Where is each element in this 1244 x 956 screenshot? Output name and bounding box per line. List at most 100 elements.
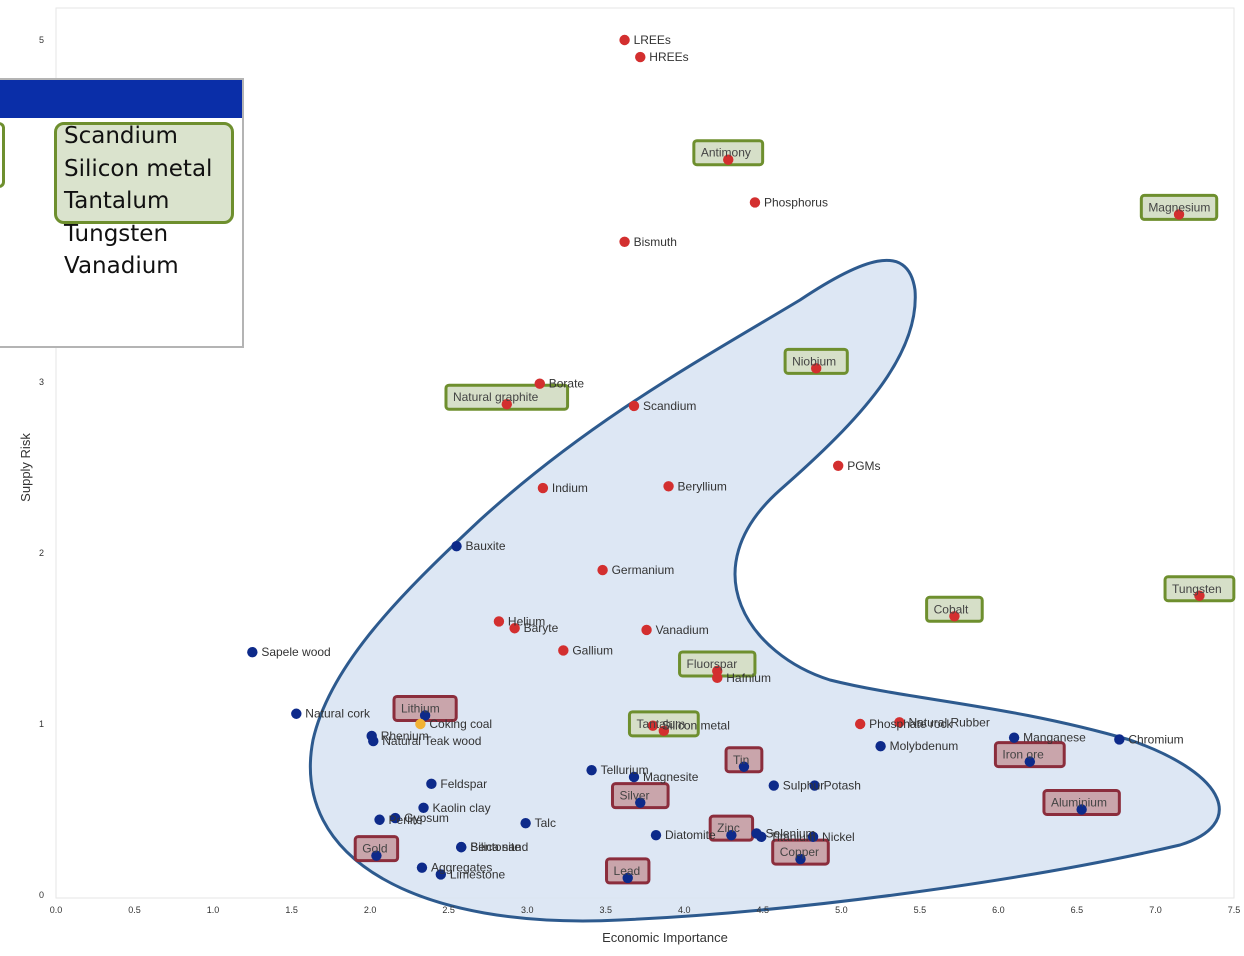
- point-potash: [809, 780, 820, 791]
- point-beryllium: [663, 481, 674, 492]
- point-label: Natural cork: [305, 707, 371, 721]
- point-label: Phosphate rock: [869, 717, 953, 731]
- legend-item: Silicon metal: [64, 155, 213, 182]
- point-zinc: [726, 829, 737, 841]
- point-bismuth: [619, 236, 630, 247]
- point-silicon-metal: [647, 720, 659, 731]
- point-label: Borate: [549, 377, 585, 391]
- legend-item: Tantalum: [64, 188, 170, 214]
- point-coking-coal: [415, 718, 426, 730]
- point-vanadium: [641, 624, 652, 636]
- point-tin: [738, 761, 750, 772]
- point-label: Coking coal: [429, 717, 492, 731]
- x-tick-label: 1.0: [207, 905, 220, 915]
- point-label: Bauxite: [466, 539, 506, 553]
- point-perlite: [374, 814, 385, 825]
- point-label: Gallium: [572, 643, 613, 657]
- point-manganese: [1008, 732, 1020, 743]
- point-labels: LREEs HREEs Antimony Phosphorus Magnesium Bis…: [261, 33, 1221, 881]
- point-aggregates: [416, 862, 428, 873]
- x-tick-label: 7.0: [1149, 905, 1162, 915]
- point-lithium: [419, 710, 431, 721]
- point-hafnium: [712, 672, 723, 684]
- point-label: Tin: [733, 753, 749, 767]
- x-tick-label: 0.5: [128, 905, 141, 915]
- point-label: Indium: [552, 481, 588, 495]
- point-silver: [635, 797, 646, 808]
- x-tick-label: 2.5: [442, 905, 455, 915]
- point-label: Titanium: [770, 830, 816, 844]
- point-antimony: [723, 154, 734, 165]
- point-label: Tungsten: [1172, 582, 1222, 596]
- point-label: Molybdenum: [890, 739, 959, 753]
- point-label: Lead: [614, 864, 641, 878]
- axes: 0.0 0.5 1.0 1.5 2.0 2.5 3.0 3.5 4.0 4.5 5.0 5.5 6.0 6…: [39, 35, 1240, 915]
- point-natural-rubber: [894, 717, 905, 728]
- point-label: Antimony: [701, 146, 751, 160]
- point-label: Potash: [824, 779, 861, 793]
- x-tick-label: 5.5: [914, 905, 927, 915]
- x-tick-label: 0.0: [50, 905, 63, 915]
- point-label: Rhenium: [381, 729, 429, 743]
- highlight-region: [308, 258, 1221, 923]
- legend-panel: Scandium Silicon metal Tantalum Tungsten…: [0, 78, 244, 348]
- data-points: [247, 34, 1205, 884]
- point-lead: [622, 872, 633, 884]
- y-axis-title: Supply Risk: [18, 433, 33, 502]
- point-phosphorus: [749, 197, 761, 208]
- point-label: Limestone: [450, 867, 506, 881]
- point-chromium: [1114, 734, 1125, 745]
- point-sapele-wood: [247, 646, 258, 658]
- point-tungsten: [1194, 590, 1205, 601]
- point-label: Iron ore: [1002, 748, 1044, 762]
- point-copper: [795, 853, 806, 865]
- point-sulphur: [768, 780, 779, 791]
- point-label: LREEs: [634, 33, 671, 47]
- point-label: Tellurium: [601, 763, 649, 777]
- point-natural-teak-wood: [368, 735, 379, 747]
- point-label: Vanadium: [656, 623, 709, 637]
- legend-item: Vanadium: [64, 253, 179, 279]
- point-label: Natural Teak wood: [382, 734, 481, 748]
- point-label: Hafnium: [726, 671, 771, 685]
- point-label: Bentonite: [470, 840, 521, 854]
- point-natural-graphite: [501, 399, 512, 410]
- point-label: HREEs: [649, 50, 688, 64]
- point-label: Bismuth: [634, 235, 677, 249]
- point-label: Magnesite: [643, 770, 699, 784]
- point-label: Diatomite: [665, 828, 716, 842]
- x-tick-label: 2.0: [364, 905, 377, 915]
- point-cobalt: [949, 611, 960, 622]
- legend-left-highlight: [0, 122, 5, 188]
- x-tick-label: 1.5: [285, 905, 298, 915]
- point-label: Silver: [619, 789, 649, 803]
- point-tantalum: [658, 725, 670, 737]
- legend-item: Tungsten: [64, 220, 169, 247]
- x-tick-label: 6.0: [992, 905, 1005, 915]
- point-iron-ore: [1024, 756, 1036, 767]
- point-scandium: [628, 400, 640, 412]
- legend-item: Scandium: [64, 123, 178, 149]
- point-label: Sapele wood: [261, 645, 330, 659]
- point-label: Scandium: [643, 399, 696, 413]
- point-label: Perlite: [389, 813, 423, 827]
- point-magnesite: [628, 771, 640, 783]
- legend-list: Scandium Silicon metal Tantalum Tungsten…: [64, 120, 212, 283]
- point-bauxite: [451, 540, 462, 552]
- point-feldspar: [426, 778, 437, 790]
- point-borate: [534, 378, 545, 389]
- y-tick-label: 2: [39, 548, 44, 558]
- point-gold: [371, 850, 382, 861]
- x-tick-label: 6.5: [1071, 905, 1084, 915]
- point-label: Selenium: [766, 826, 816, 840]
- point-label: Aggregates: [431, 861, 492, 875]
- point-natural-cork: [291, 708, 302, 719]
- point-label: Lithium: [401, 701, 440, 715]
- x-tick-label: 3.5: [599, 905, 612, 915]
- point-label: Niobium: [792, 354, 836, 368]
- point-nickel: [807, 831, 819, 843]
- legend-highlight-box: [54, 122, 234, 224]
- highlight-boxes: [353, 139, 1236, 885]
- point-diatomite: [650, 829, 662, 841]
